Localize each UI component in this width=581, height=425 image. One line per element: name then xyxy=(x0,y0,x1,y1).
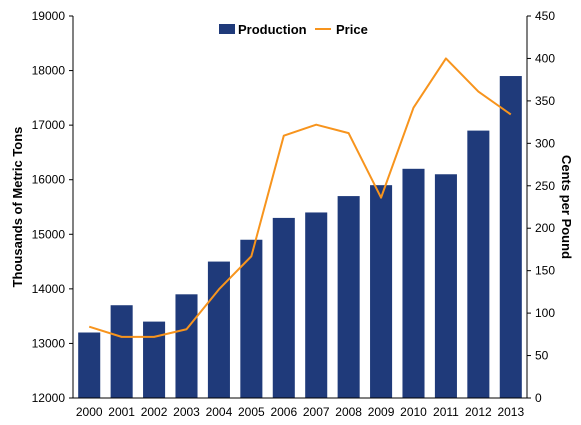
x-tick-label-2011: 2011 xyxy=(433,405,459,419)
y-right-tick-label: 450 xyxy=(535,9,555,23)
x-tick-label-2005: 2005 xyxy=(238,405,265,419)
legend-swatch-production xyxy=(219,24,235,34)
y-axis-left-label: Thousands of Metric Tons xyxy=(10,127,25,288)
bar-production-2012 xyxy=(467,130,490,398)
price-line xyxy=(88,57,512,338)
y-left-tick-label: 15000 xyxy=(32,227,66,241)
bar-production-2010 xyxy=(402,168,425,398)
bar-production-2013 xyxy=(499,76,522,398)
axes: 12000 13000 14000 15000 16000 17000 18000 19000… xyxy=(32,9,556,419)
y-axis-right-label: Cents per Pound xyxy=(559,155,574,259)
y-right-tick-label: 350 xyxy=(535,94,555,108)
bar-production-2008 xyxy=(337,196,360,398)
y-left-tick-label: 14000 xyxy=(32,282,66,296)
x-tick-label-2000: 2000 xyxy=(76,405,103,419)
y-left-tick-label: 17000 xyxy=(32,118,66,132)
x-tick-label-2001: 2001 xyxy=(108,405,135,419)
y-left-tick-label: 19000 xyxy=(32,9,66,23)
bar-production-2007 xyxy=(305,212,328,398)
price-line-group xyxy=(88,57,512,338)
x-tick-label-2002: 2002 xyxy=(141,405,168,419)
y-left-tick-label: 18000 xyxy=(32,64,66,78)
bar-production-2009 xyxy=(370,185,393,398)
x-tick-label-2010: 2010 xyxy=(400,405,427,419)
x-tick-label-2003: 2003 xyxy=(173,405,200,419)
x-tick-label-2013: 2013 xyxy=(497,405,524,419)
x-tick-label-2012: 2012 xyxy=(465,405,492,419)
bar-production-2011 xyxy=(434,174,457,398)
legend-label-production: Production xyxy=(238,22,307,37)
x-tick-label-2006: 2006 xyxy=(270,405,297,419)
y-right-tick-label: 300 xyxy=(535,136,555,150)
legend: Production Price xyxy=(219,22,368,37)
y-right-tick-label: 250 xyxy=(535,179,555,193)
bar-production-2005 xyxy=(240,239,263,398)
y-left-tick-label: 12000 xyxy=(32,391,66,405)
x-tick-label-2009: 2009 xyxy=(368,405,395,419)
y-right-tick-label: 100 xyxy=(535,306,555,320)
x-tick-label-2007: 2007 xyxy=(303,405,330,419)
bar-production-2003 xyxy=(175,294,198,398)
y-left-tick-label: 13000 xyxy=(32,336,66,350)
y-left-tick-label: 16000 xyxy=(32,173,66,187)
bar-production-2001 xyxy=(110,305,133,398)
y-right-tick-label: 200 xyxy=(535,221,555,235)
y-right-tick-label: 50 xyxy=(535,349,549,363)
x-tick-label-2008: 2008 xyxy=(335,405,362,419)
x-tick-label-2004: 2004 xyxy=(206,405,233,419)
y-right-tick-label: 150 xyxy=(535,264,555,278)
y-right-tick-label: 0 xyxy=(535,391,542,405)
bar-production-2006 xyxy=(272,217,295,398)
production-bars xyxy=(78,76,522,398)
bar-production-2000 xyxy=(78,332,101,398)
legend-label-price: Price xyxy=(336,22,368,37)
y-right-tick-label: 400 xyxy=(535,51,555,65)
bar-production-2002 xyxy=(143,321,166,398)
